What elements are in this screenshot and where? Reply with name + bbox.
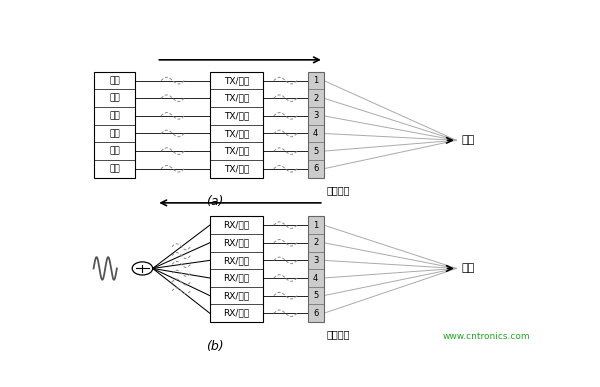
Text: 5: 5: [313, 291, 318, 300]
Text: 控制: 控制: [109, 129, 120, 138]
Text: 控制: 控制: [109, 76, 120, 85]
Text: RX/延迟: RX/延迟: [224, 238, 250, 247]
Text: 阵列元素: 阵列元素: [326, 185, 350, 195]
Text: www.cntronics.com: www.cntronics.com: [443, 332, 531, 341]
Bar: [308, 216, 324, 322]
Text: 1: 1: [313, 221, 318, 229]
Text: 4: 4: [313, 274, 318, 283]
Text: RX/延迟: RX/延迟: [224, 221, 250, 229]
Text: TX/延迟: TX/延迟: [224, 76, 249, 85]
Text: 目标: 目标: [462, 135, 475, 145]
Text: 2: 2: [313, 238, 318, 247]
Text: TX/延迟: TX/延迟: [224, 111, 249, 120]
Text: RX/延迟: RX/延迟: [224, 309, 250, 318]
Text: TX/延迟: TX/延迟: [224, 164, 249, 173]
Text: 2: 2: [313, 94, 318, 103]
Text: 6: 6: [313, 309, 319, 318]
Text: TX/延迟: TX/延迟: [224, 94, 249, 103]
Text: 目标: 目标: [462, 264, 475, 274]
Text: 控制: 控制: [109, 147, 120, 156]
Text: RX/延迟: RX/延迟: [224, 274, 250, 283]
Bar: [210, 72, 263, 178]
Text: 3: 3: [313, 111, 319, 120]
Text: 3: 3: [313, 256, 319, 265]
Text: TX/延迟: TX/延迟: [224, 129, 249, 138]
Text: 阵列元素: 阵列元素: [326, 330, 350, 339]
Text: (a): (a): [206, 195, 223, 209]
Text: 1: 1: [313, 76, 318, 85]
Bar: [308, 72, 324, 178]
Text: RX/延迟: RX/延迟: [224, 291, 250, 300]
Text: 控制: 控制: [109, 94, 120, 103]
Text: 5: 5: [313, 147, 318, 156]
Text: 6: 6: [313, 164, 319, 173]
Text: TX/延迟: TX/延迟: [224, 147, 249, 156]
Circle shape: [132, 262, 152, 275]
Bar: [210, 216, 263, 322]
Text: RX/延迟: RX/延迟: [224, 256, 250, 265]
Text: 控制: 控制: [109, 111, 120, 120]
Text: (b): (b): [206, 340, 223, 353]
Text: 控制: 控制: [109, 164, 120, 173]
Text: 4: 4: [313, 129, 318, 138]
Bar: [94, 72, 136, 178]
